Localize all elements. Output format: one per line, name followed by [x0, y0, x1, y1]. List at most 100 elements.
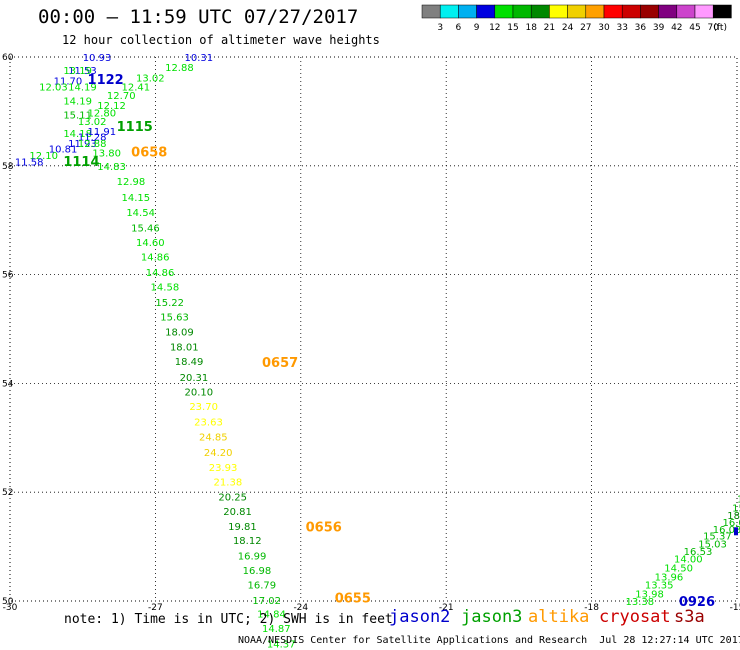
swh-point-label: 24.85 [199, 433, 228, 444]
swh-point-label: 11.93 [68, 139, 97, 150]
pass-time-label: 0655 [335, 592, 371, 607]
swh-point-label: 14.86 [146, 268, 175, 279]
swh-point-label: 13.96 [655, 573, 684, 584]
colorbar-label: 42 [671, 23, 682, 33]
x-tick-label: -27 [148, 603, 163, 613]
colorbar-swatch [712, 4, 732, 19]
colorbar-label: 70 [707, 23, 719, 33]
swh-point-label: 18.88 [727, 511, 740, 522]
colorbar-label: 21 [544, 23, 555, 33]
swh-point-label: 10.81 [49, 144, 78, 155]
pass-time-label: 0926 [679, 595, 715, 610]
colorbar-label: 30 [598, 23, 610, 33]
colorbar-swatch [621, 4, 641, 19]
swh-point-label: 23.70 [189, 402, 218, 413]
colorbar-swatch [458, 4, 477, 19]
swh-point-label: 15.03 [698, 539, 727, 550]
swh-point-label: 11.58 [15, 157, 44, 168]
swh-point-label: 14.83 [97, 162, 126, 173]
swh-point-label: 14.37 [267, 639, 296, 650]
swh-point-label: 15.37 [703, 532, 732, 543]
swh-point-label: 12.03 [39, 82, 68, 93]
swh-point-label: 20.10 [184, 388, 213, 399]
swh-point-label: 17.02 [252, 596, 281, 607]
swh-point-label: 13.80 [92, 149, 121, 160]
y-tick-label: 56 [2, 271, 14, 281]
swh-point-label: 12.88 [78, 139, 107, 150]
swh-point-label: 12.88 [165, 63, 194, 74]
x-tick-label: -15 [730, 603, 740, 613]
swh-point-label: 18.01 [170, 342, 199, 353]
swh-point-label: 12.10 [29, 151, 58, 162]
swh-point-label: 14.19 [68, 82, 97, 93]
swh-point-label: 16.03 [713, 525, 740, 536]
colorbar-swatch [549, 4, 568, 19]
y-tick-label: 52 [2, 488, 13, 498]
pass-time-label: 0658 [131, 146, 167, 161]
plot-frame [9, 56, 738, 602]
swh-point-label: 14.15 [121, 193, 150, 204]
swh-point-label: 13.98 [635, 589, 664, 600]
colorbar-swatch [603, 4, 623, 19]
grid-lines [9, 56, 738, 602]
colorbar-label: 9 [474, 23, 480, 33]
colorbar-label: 39 [653, 23, 665, 33]
colorbar-label: 36 [635, 23, 647, 33]
swh-point-label: 15.63 [160, 312, 189, 323]
swh-point-label: 16.79 [247, 581, 276, 592]
swh-point-label: 10.93 [83, 53, 112, 64]
colorbar-swatch [439, 4, 459, 19]
colorbar-label: 24 [562, 23, 574, 33]
colorbar-label: 12 [489, 23, 500, 33]
swh-point-label: 12.70 [107, 91, 136, 102]
swh-point-label: 10.31 [184, 53, 213, 64]
swh-point-label: 11.91 [88, 127, 117, 138]
swh-point-label: 24.20 [204, 448, 233, 459]
swh-point-label: 23.93 [209, 463, 238, 474]
pass-time-label: 0657 [262, 356, 298, 371]
swh-point-label: 16.99 [238, 551, 267, 562]
swh-point-label: 11.53 [68, 66, 97, 77]
pass-marker [734, 527, 738, 536]
colorbar-swatch [476, 4, 496, 19]
y-tick-label: 60 [2, 53, 14, 63]
swh-point-label: 20.81 [223, 507, 252, 518]
colorbar-swatch [421, 4, 441, 19]
swh-point-label: 13.19 [63, 66, 92, 77]
swh-point-label: 14.84 [257, 610, 286, 621]
swh-point-label: 15.61 [737, 495, 740, 506]
colorbar-swatch [530, 4, 550, 19]
pass-time-label: 1115 [117, 120, 153, 135]
y-tick-label: 54 [2, 379, 14, 389]
swh-point-label: 11.70 [54, 76, 83, 87]
colorbar-label: 6 [456, 23, 462, 33]
swh-point-label: 20.25 [218, 493, 247, 504]
swh-point-label: 18.12 [233, 536, 262, 547]
colorbar-label: 27 [580, 23, 591, 33]
swh-point-label: 15.22 [155, 298, 184, 309]
credit-text: NOAA/NESDIS Center for Satellite Applica… [238, 635, 588, 646]
colorbar-swatch [694, 4, 714, 19]
legend-jason2: jason2 [389, 607, 451, 627]
legend-s3a: s3a [674, 607, 705, 627]
footer-credit: NOAA/NESDIS Center for Satellite Applica… [238, 635, 740, 646]
note-text: note: 1) Time is in UTC; 2) SWH is in fe… [64, 612, 393, 627]
colorbar-label: 15 [507, 23, 518, 33]
swh-point-label: 13.35 [645, 581, 674, 592]
swh-point-label: 16.53 [684, 547, 713, 558]
legend-jason3: jason3 [461, 607, 523, 627]
swh-point-label: 18.49 [175, 357, 204, 368]
colorbar-label: 33 [616, 23, 627, 33]
colorbar-label: 18 [525, 23, 537, 33]
y-tick-label: 50 [2, 597, 14, 607]
swh-point-label: 12.41 [121, 82, 150, 93]
swh-point-label: 12.12 [97, 101, 126, 112]
swh-point-label: 13.02 [136, 74, 165, 85]
swh-point-label: 14.19 [63, 97, 92, 108]
legend-altika: altika [528, 607, 590, 627]
colorbar-swatch [640, 4, 659, 19]
y-tick-label: 58 [2, 162, 14, 172]
swh-point-label: 14.87 [262, 624, 291, 635]
